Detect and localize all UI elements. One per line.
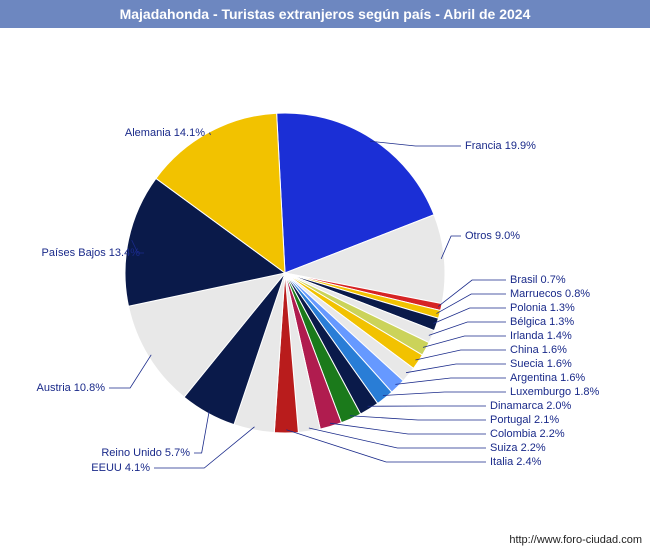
slice-label: Austria 10.8% (37, 382, 105, 394)
slice-label: Reino Unido 5.7% (101, 447, 190, 459)
leader-line (286, 430, 486, 462)
slice-label: Argentina 1.6% (510, 372, 585, 384)
slice-label: Colombia 2.2% (490, 428, 565, 440)
leader-line (330, 423, 486, 434)
leader-line (350, 416, 486, 420)
leader-line (438, 280, 506, 306)
slice-label: China 1.6% (510, 344, 567, 356)
leader-line (109, 355, 151, 388)
slice-label: Luxemburgo 1.8% (510, 386, 599, 398)
leader-line (309, 428, 486, 448)
slice-label: Suecia 1.6% (510, 358, 572, 370)
chart-container: Majadahonda - Turistas extranjeros según… (0, 0, 650, 550)
leader-line (395, 378, 506, 384)
slice-label: Italia 2.4% (490, 456, 541, 468)
slice-label: Brasil 0.7% (510, 274, 566, 286)
leader-line (433, 308, 506, 323)
leader-line (436, 294, 506, 314)
footer-url: http://www.foro-ciudad.com (509, 534, 642, 546)
slice-label: Otros 9.0% (465, 230, 520, 242)
leader-line (194, 410, 209, 453)
leader-line (370, 141, 461, 146)
leader-line (429, 322, 506, 335)
slice-label: Polonia 1.3% (510, 302, 575, 314)
slice-label: Alemania 14.1% (125, 127, 205, 139)
slice-label: Francia 19.9% (465, 140, 536, 152)
slice-label: Portugal 2.1% (490, 414, 559, 426)
chart-area: Francia 19.9% Otros 9.0% Brasil 0.7% Marrue… (0, 28, 650, 528)
leader-line (406, 364, 506, 373)
leader-line (415, 350, 506, 360)
leader-line (383, 392, 506, 395)
chart-title: Majadahonda - Turistas extranjeros según… (0, 0, 650, 28)
slice-label: Países Bajos 13.4% (42, 247, 140, 259)
slice-label: Marruecos 0.8% (510, 288, 590, 300)
slice-label: Suiza 2.2% (490, 442, 546, 454)
slice-label: Bélgica 1.3% (510, 316, 574, 328)
slice-label: Irlanda 1.4% (510, 330, 572, 342)
leader-line (423, 336, 506, 347)
slice-label: Dinamarca 2.0% (490, 400, 571, 412)
slice-label: EEUU 4.1% (91, 462, 150, 474)
